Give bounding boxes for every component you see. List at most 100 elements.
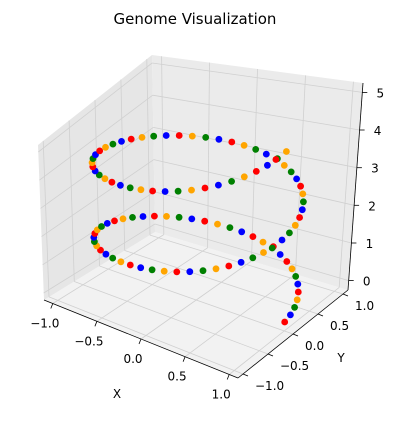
data-point xyxy=(293,296,301,304)
data-point xyxy=(119,215,127,223)
data-point xyxy=(151,212,158,220)
data-point xyxy=(237,258,245,266)
data-point xyxy=(138,134,146,141)
data-point xyxy=(118,138,125,145)
data-point xyxy=(294,288,302,296)
y-grid-line xyxy=(74,281,269,355)
data-point xyxy=(291,221,299,229)
x-grid-line xyxy=(207,62,210,248)
x-tick-mark xyxy=(50,303,54,309)
x-tick-label: −0.5 xyxy=(74,334,103,348)
z-tick-label: 3 xyxy=(371,162,379,176)
data-point xyxy=(226,224,234,232)
data-point xyxy=(300,198,307,206)
z-grid-line xyxy=(152,62,363,93)
data-point xyxy=(149,187,157,195)
data-point xyxy=(249,254,257,262)
data-point xyxy=(117,181,124,189)
data-point xyxy=(163,213,170,220)
z-grid-line xyxy=(39,94,153,181)
data-point xyxy=(175,132,183,139)
y-grid-line xyxy=(42,140,50,297)
y-tick-label: 1.0 xyxy=(355,299,374,313)
x-tick-mark xyxy=(226,374,230,380)
x-tick-label: 0.0 xyxy=(123,352,142,366)
data-point xyxy=(102,143,109,151)
data-point xyxy=(201,217,209,225)
data-point xyxy=(287,311,294,319)
grid-lines xyxy=(38,56,363,375)
data-point xyxy=(260,249,267,256)
data-point xyxy=(280,162,288,169)
y-grid-line xyxy=(146,59,151,236)
chart-title: Genome Visualization xyxy=(114,10,277,28)
y-tick-label: −1.0 xyxy=(255,379,284,393)
data-point xyxy=(252,146,260,153)
left-pane xyxy=(38,55,155,300)
data-point xyxy=(126,261,134,269)
data-point xyxy=(296,214,303,221)
data-point xyxy=(297,182,304,190)
data-point xyxy=(225,262,233,270)
x-grid-line xyxy=(338,81,354,288)
data-point xyxy=(293,175,300,183)
x-grid-line xyxy=(295,75,306,275)
y-grid-line xyxy=(99,265,294,335)
z-grid-line xyxy=(43,223,156,294)
z-grid-line xyxy=(154,223,349,281)
data-point xyxy=(264,161,271,169)
data-point xyxy=(283,148,290,155)
tick-marks: −1.0 −0.5 0.0 0.5 1.0 −1.0 −0.5 0.0 0.5 1.0 0 1 2 3 4 5 xyxy=(30,86,384,401)
x-axis-label: X xyxy=(113,387,121,401)
data-point xyxy=(228,178,236,185)
data-point xyxy=(161,188,169,195)
data-point xyxy=(111,217,118,225)
data-point xyxy=(292,273,300,280)
z-grid-line xyxy=(41,159,155,237)
data-point xyxy=(148,266,156,274)
z-tick-label: 2 xyxy=(368,199,376,213)
data-point xyxy=(291,304,298,311)
y-tick-mark xyxy=(317,313,324,317)
data-point xyxy=(109,140,117,148)
data-point xyxy=(98,223,105,230)
data-point xyxy=(202,134,210,141)
data-point xyxy=(108,178,116,186)
z-tick-label: 1 xyxy=(366,237,374,251)
y-grid-line xyxy=(68,120,75,282)
x-tick-label: 0.5 xyxy=(168,370,187,384)
data-point xyxy=(228,138,236,146)
y-grid-line xyxy=(124,250,319,315)
data-point xyxy=(188,132,196,140)
data-point xyxy=(252,168,260,175)
data-point xyxy=(186,268,194,276)
data-point xyxy=(137,264,145,272)
y-tick-label: 0.5 xyxy=(330,319,349,333)
y-grid-line xyxy=(48,296,244,375)
data-point xyxy=(96,147,104,155)
x-grid-line xyxy=(161,56,165,235)
z-axis-line xyxy=(347,82,364,291)
data-point xyxy=(129,214,136,221)
data-point xyxy=(126,184,134,192)
y-tick-mark xyxy=(242,373,249,377)
data-point xyxy=(215,135,223,143)
data-point xyxy=(240,173,248,181)
x-tick-label: −1.0 xyxy=(30,317,59,331)
data-point xyxy=(137,186,145,194)
data-point xyxy=(127,135,135,143)
data-point xyxy=(188,215,196,223)
data-point xyxy=(249,233,257,241)
data-point xyxy=(102,250,110,258)
data-points xyxy=(88,132,307,326)
x-grid-line xyxy=(251,68,258,262)
y-tick-label: 0.0 xyxy=(305,339,324,353)
x-tick-mark xyxy=(94,321,98,327)
data-point xyxy=(240,142,248,149)
axes-panes xyxy=(38,55,363,378)
x-tick-mark xyxy=(182,356,186,362)
data-point xyxy=(283,258,291,265)
data-point xyxy=(188,186,195,194)
data-point xyxy=(201,184,209,192)
